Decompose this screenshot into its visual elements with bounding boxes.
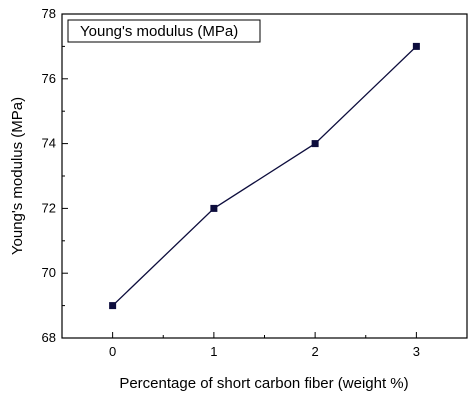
- x-tick-label: 2: [312, 344, 319, 359]
- y-tick-label: 74: [42, 136, 56, 151]
- y-tick-label: 70: [42, 265, 56, 280]
- data-point: [109, 302, 117, 310]
- y-tick-label: 78: [42, 6, 56, 21]
- x-tick-label: 3: [413, 344, 420, 359]
- y-axis-title: Young's modulus (MPa): [9, 97, 26, 255]
- y-tick-label: 76: [42, 71, 56, 86]
- x-tick-label: 0: [109, 344, 116, 359]
- x-tick-label: 1: [210, 344, 217, 359]
- legend-label: Young's modulus (MPa): [80, 23, 238, 40]
- y-tick-label: 72: [42, 200, 56, 215]
- x-axis-ticks: 0 1 2 3: [61, 332, 468, 359]
- y-tick-label: 68: [42, 330, 56, 345]
- legend-box: [67, 19, 261, 43]
- data-point: [412, 42, 420, 50]
- legend: Young's modulus (MPa): [67, 19, 261, 43]
- series-points: [109, 42, 420, 310]
- data-point: [210, 204, 218, 212]
- y-axis-ticks: 68 70 72 74 76 78: [42, 6, 68, 345]
- data-point: [311, 140, 319, 148]
- x-axis-title: Percentage of short carbon fiber (weight…: [119, 375, 408, 392]
- series-line: [112, 45, 417, 307]
